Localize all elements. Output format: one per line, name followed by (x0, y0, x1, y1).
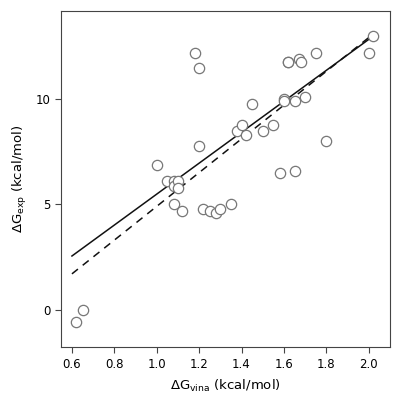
Point (323, 138, 330, 145)
Point (217, 205, 223, 212)
Point (79, 306, 86, 313)
Point (370, 33, 376, 40)
Point (249, 100, 255, 107)
Point (281, 96, 287, 102)
Point (234, 128, 241, 134)
Point (192, 50, 198, 56)
Point (238, 122, 245, 128)
Point (281, 98, 287, 105)
Point (302, 94, 308, 100)
Point (73, 319, 79, 326)
Point (170, 178, 177, 185)
Point (270, 122, 277, 128)
Point (213, 210, 219, 216)
Point (196, 143, 203, 149)
Point (285, 58, 292, 65)
Point (200, 205, 207, 212)
Point (175, 178, 181, 185)
Point (285, 58, 292, 65)
Point (228, 201, 234, 208)
Point (259, 128, 266, 134)
Point (179, 207, 185, 214)
Point (154, 161, 160, 168)
Point (196, 65, 203, 71)
Point (365, 50, 372, 56)
Point (276, 170, 283, 176)
Point (170, 201, 177, 208)
Point (170, 182, 177, 189)
Point (296, 56, 302, 63)
X-axis label: ΔG$_\mathregular{vina}$ (kcal/mol): ΔG$_\mathregular{vina}$ (kcal/mol) (170, 378, 281, 394)
Point (291, 168, 298, 174)
Y-axis label: ΔG$_\mathregular{exp}$ (kcal/mol): ΔG$_\mathregular{exp}$ (kcal/mol) (11, 125, 29, 233)
Point (243, 132, 249, 139)
Point (175, 184, 181, 191)
Point (312, 50, 319, 56)
Point (291, 98, 298, 105)
Point (164, 178, 170, 185)
Point (298, 58, 304, 65)
Point (207, 207, 213, 214)
